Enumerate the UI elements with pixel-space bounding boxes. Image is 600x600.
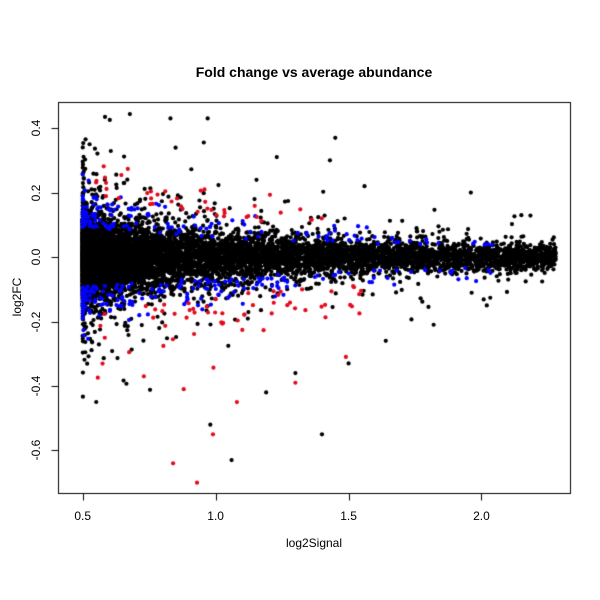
y-tick-label-0-0: 0.0: [29, 248, 43, 266]
x-tick-label-2-0: 2.0: [473, 509, 490, 523]
chart-title: Fold change vs average abundance: [195, 64, 433, 80]
x-tick-label-1-5: 1.5: [340, 509, 357, 523]
x-tick-label-1-0: 1.0: [207, 509, 224, 523]
y-tick-label-0-2: 0.2: [29, 184, 43, 201]
y-tick-label-neg-0-6: -0.6: [29, 440, 43, 461]
x-tick-label-0-5: 0.5: [74, 509, 92, 523]
y-tick-label-neg-0-2: -0.2: [29, 311, 43, 332]
y-axis-label: log2FC: [10, 277, 24, 317]
x-axis-label: log2Signal: [285, 536, 343, 550]
y-tick-label-neg-0-4: -0.4: [29, 375, 43, 397]
y-tick-label-0-4: 0.4: [29, 119, 43, 137]
